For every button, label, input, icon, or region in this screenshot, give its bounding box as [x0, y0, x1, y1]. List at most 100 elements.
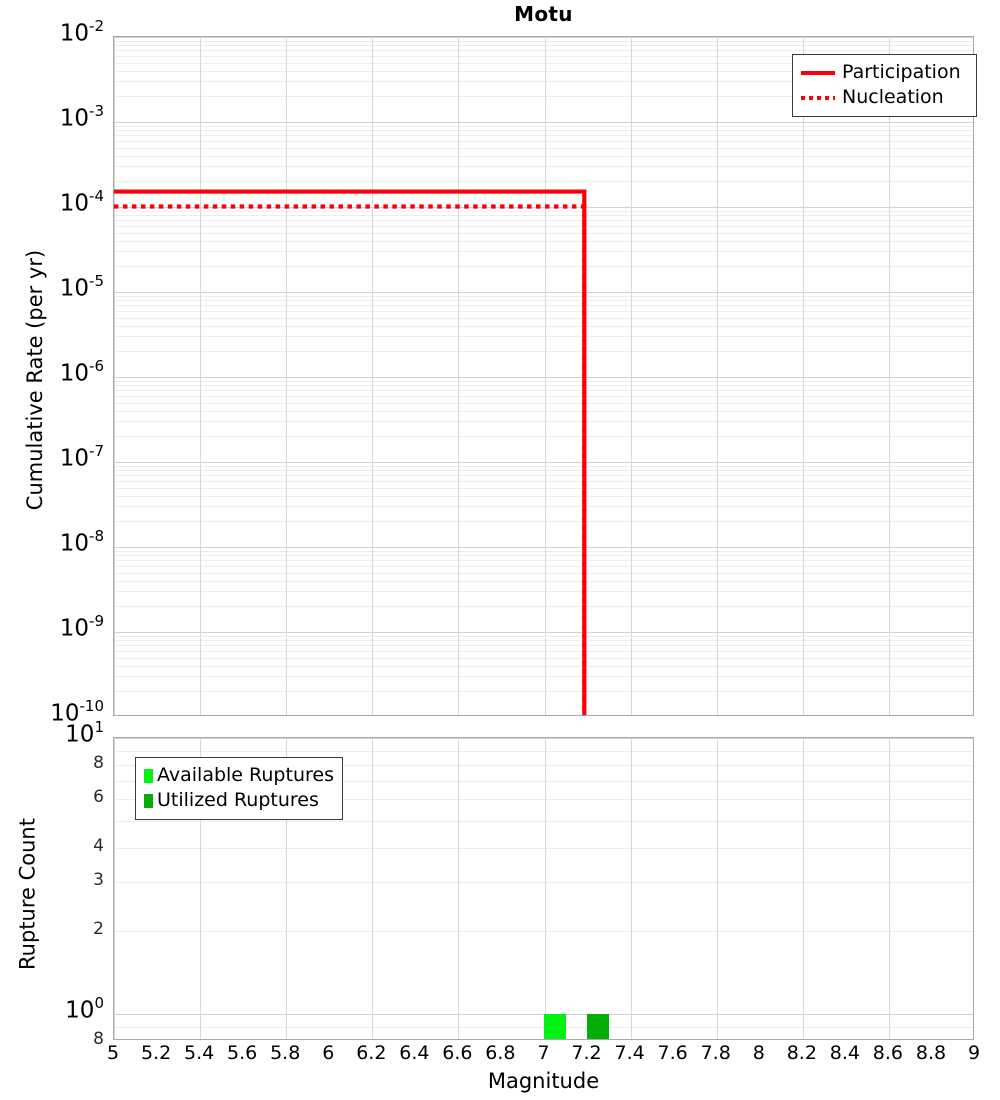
gridline-h — [114, 676, 973, 678]
line-solid-icon — [801, 70, 835, 75]
legend-item-utilized-ruptures[interactable]: Utilized Ruptures — [144, 788, 334, 813]
ytick-label: 101 — [65, 718, 104, 748]
gridline-h — [114, 55, 973, 57]
xtick-label: 8.2 — [786, 1042, 817, 1064]
gridline-h — [114, 385, 973, 387]
xtick-label: 6.6 — [442, 1042, 473, 1064]
gridline-v — [200, 738, 202, 1039]
gridline-h — [114, 580, 973, 582]
gridline-h — [114, 487, 973, 489]
gridline-h — [114, 380, 973, 382]
gridline-v — [286, 738, 288, 1039]
gridline-h — [114, 81, 973, 83]
gridline-h — [114, 122, 973, 123]
gridline-h — [114, 305, 973, 307]
gridline-h — [114, 550, 973, 552]
xtick-label: 7.4 — [614, 1042, 645, 1064]
gridline-h — [114, 470, 973, 472]
ylabel-rupture-count: Rupture Count — [15, 818, 40, 970]
gridline-v — [372, 37, 374, 715]
ytick-label: 10-9 — [59, 612, 104, 642]
gridline-h — [114, 225, 973, 227]
legend-item-available-ruptures[interactable]: Available Ruptures — [144, 763, 334, 788]
gridline-h — [114, 317, 973, 319]
xtick-label: 5.8 — [270, 1042, 301, 1064]
ytick-label: 10-6 — [59, 357, 104, 387]
gridline-h — [114, 560, 973, 562]
gridline-h — [114, 40, 973, 42]
gridline-h — [114, 292, 973, 293]
gridline-h — [114, 650, 973, 652]
gridline-h — [114, 402, 973, 404]
gridline-h — [114, 480, 973, 482]
gridline-h — [114, 882, 973, 884]
gridline-h — [114, 232, 973, 234]
ytick-minor-label: 8 — [93, 752, 104, 773]
gridline-h — [114, 220, 973, 222]
gridline-h — [114, 410, 973, 412]
gridline-h — [114, 475, 973, 477]
ytick-label: 10-7 — [59, 442, 104, 472]
gridline-v — [630, 37, 632, 715]
gridline-h — [114, 351, 973, 353]
gridline-v — [544, 738, 546, 1039]
gridline-h — [114, 1026, 973, 1028]
gridline-h — [114, 155, 973, 157]
ytick-minor-label: 8 — [93, 1029, 104, 1049]
gridline-h — [114, 555, 973, 557]
xtick-labels: 5 5.2 5.4 5.6 5.8 6 6.2 6.4 6.6 6.8 7 7.2 7.4 7.6 7.8 8… — [0, 1042, 1000, 1072]
ytick-label: 100 — [65, 994, 104, 1024]
gridline-v — [114, 738, 115, 1039]
legend-item-nucleation[interactable]: Nucleation — [801, 85, 968, 110]
gridline-h — [114, 70, 973, 72]
line-dotted-icon — [801, 95, 835, 100]
gridline-h — [114, 635, 973, 637]
gridline-h — [114, 462, 973, 463]
gridline-h — [114, 166, 973, 168]
xlabel-magnitude: Magnitude — [487, 1069, 600, 1093]
legend-item-participation[interactable]: Participation — [801, 60, 968, 85]
ytick-label: 10-4 — [59, 187, 104, 217]
gridline-v — [114, 37, 115, 715]
gridline-h — [114, 147, 973, 149]
xtick-label: 6.4 — [399, 1042, 430, 1064]
gridline-h — [114, 210, 973, 212]
gridline-h — [114, 465, 973, 467]
gridline-h — [114, 1014, 973, 1016]
xtick-label: 5.2 — [140, 1042, 172, 1064]
ytick-minor-label: 4 — [93, 835, 104, 856]
gridline-v — [544, 37, 546, 715]
xtick-label: 9 — [967, 1042, 981, 1064]
ytick-labels-bottom: 101 100 8 6 4 3 2 8 — [0, 0, 108, 1100]
gridline-h — [114, 421, 973, 423]
gridline-h — [114, 606, 973, 608]
axes-cumulative-rate — [113, 36, 974, 716]
ytick-minor-label: 2 — [93, 919, 104, 940]
gridline-h — [114, 665, 973, 667]
xtick-label: 6.2 — [356, 1042, 387, 1064]
bar-available-ruptures — [544, 1014, 567, 1039]
ytick-minor-label: 3 — [93, 870, 104, 891]
bar-utilized-ruptures — [587, 1014, 610, 1039]
gridline-h — [114, 506, 973, 508]
gridline-h — [114, 547, 973, 548]
gridline-h — [114, 45, 973, 47]
xtick-label: 5.6 — [226, 1042, 258, 1064]
xtick-label: 6.8 — [485, 1042, 516, 1064]
legend-label-participation: Participation — [842, 61, 961, 83]
legend-top: Participation Nucleation — [792, 54, 977, 117]
gridline-v — [286, 37, 288, 715]
legend-label-available-ruptures: Available Ruptures — [157, 764, 334, 786]
gridline-h — [114, 140, 973, 142]
gridline-v — [802, 738, 804, 1039]
gridline-h — [114, 390, 973, 392]
gridline-h — [114, 300, 973, 302]
gridline-h — [114, 251, 973, 253]
gridline-h — [114, 632, 973, 633]
curve-layer — [114, 189, 587, 715]
gridline-v — [888, 738, 890, 1039]
gridline-v — [630, 738, 632, 1039]
ytick-label: 10-10 — [50, 697, 104, 727]
xtick-label: 7.8 — [700, 1042, 731, 1064]
ytick-label: 10-3 — [59, 102, 104, 132]
